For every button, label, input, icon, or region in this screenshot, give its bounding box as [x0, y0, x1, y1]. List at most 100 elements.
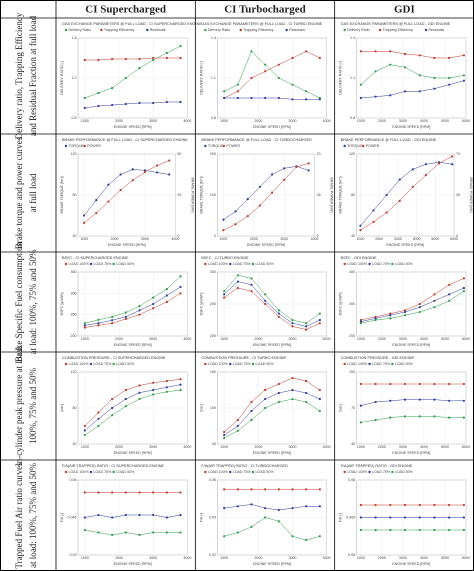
data-point — [448, 56, 451, 60]
data-point — [131, 179, 134, 182]
data-point — [418, 306, 421, 309]
data-point — [359, 96, 362, 100]
x-axis-label: ENGINE SPEED [RPM] — [114, 343, 152, 347]
data-point — [236, 429, 239, 432]
data-point — [223, 436, 226, 440]
data-point — [389, 399, 392, 402]
data-point — [165, 379, 168, 383]
data-point — [250, 76, 253, 80]
data-point — [165, 287, 168, 291]
legend-marker — [229, 262, 232, 266]
chart-title: COMBUSTION PRESSURE - CI SUPERCHARGED EN… — [62, 356, 166, 360]
data-point — [236, 505, 239, 508]
y-axis-label: BRAKE TORQUE [Nm] — [339, 176, 343, 213]
data-point — [97, 411, 100, 414]
data-point — [155, 164, 159, 167]
x-tick-label: 2000 — [378, 337, 386, 341]
data-point — [124, 405, 127, 408]
data-point — [291, 322, 294, 325]
data-point — [223, 507, 226, 510]
data-point — [448, 382, 451, 386]
data-point — [236, 90, 239, 93]
series-line — [224, 50, 320, 99]
legend-label: Trapping Efficiency — [243, 28, 274, 32]
data-point — [448, 299, 451, 302]
data-point — [165, 51, 168, 55]
data-point — [374, 95, 377, 98]
data-point — [359, 318, 362, 322]
data-point — [277, 315, 280, 318]
data-point — [264, 397, 267, 401]
y2-tick-label: 35 — [317, 193, 321, 197]
data-point — [223, 296, 226, 299]
data-point — [359, 382, 362, 386]
y-tick-label: 120 — [71, 370, 77, 374]
y2-tick-label: 0 — [317, 234, 319, 238]
data-point — [83, 491, 86, 494]
data-point — [179, 491, 182, 494]
chart-title: F/A(AIR TRAPPED) RATIO - CI SUPERCHARGED… — [62, 464, 164, 468]
data-point — [250, 290, 253, 293]
series-line — [84, 529, 181, 536]
data-point — [359, 83, 362, 86]
data-point — [258, 204, 262, 207]
data-point — [179, 44, 182, 48]
y-axis-label: [bar] — [339, 404, 343, 411]
data-point — [374, 400, 377, 404]
y-tick-label: 0.8 — [72, 116, 77, 120]
data-point — [291, 83, 294, 86]
x-tick-label: 4000 — [413, 237, 421, 241]
legend-marker — [112, 362, 115, 366]
x-tick-label: 4000 — [323, 556, 331, 560]
legend-label: Trapping Efficiency — [383, 28, 414, 32]
data-point — [223, 290, 226, 293]
legend-label: Residuals — [150, 28, 166, 32]
data-point — [403, 398, 407, 401]
data-point — [168, 159, 171, 162]
y-axis-label: BRAKE TORQUE [Nm] — [199, 176, 203, 213]
data-point — [165, 516, 168, 519]
legend-marker — [368, 362, 371, 366]
data-point — [424, 173, 428, 177]
data-point — [264, 293, 267, 296]
x-tick-label: 4000 — [323, 337, 331, 341]
data-point — [143, 169, 147, 172]
y-tick-label: 80 — [73, 406, 77, 410]
data-point — [389, 516, 392, 519]
row-label: and Residual Fraction at full load — [28, 15, 38, 136]
data-point — [83, 322, 86, 325]
x-tick-label: 2000 — [254, 556, 262, 560]
x-axis-label: ENGINE SPEED [RPM] — [253, 125, 291, 129]
data-point — [95, 199, 98, 202]
series-line — [84, 514, 181, 518]
y-tick-label: 120 — [71, 152, 77, 156]
y-axis-label: [bar] — [199, 404, 203, 411]
data-point — [448, 293, 451, 296]
legend-label: LOAD 50% — [116, 262, 135, 266]
x-axis-label: ENGINE SPEED [RPM] — [392, 125, 430, 129]
data-point — [448, 83, 451, 86]
data-point — [138, 57, 141, 61]
data-point — [250, 418, 253, 422]
y-axis-label: [bar] — [60, 404, 64, 411]
legend-marker — [362, 144, 365, 148]
x-tick-label: 3000 — [280, 237, 288, 241]
data-point — [389, 317, 392, 320]
data-point — [374, 318, 377, 322]
legend-label: LOAD 100% — [69, 262, 90, 266]
legend-marker — [343, 262, 346, 266]
y-axis-label: BSFC [g/kWh] — [339, 293, 343, 316]
x-axis-label: ENGINE SPEED [RPM] — [392, 451, 430, 455]
data-point — [152, 58, 155, 62]
legend-label: LOAD 75% — [233, 362, 252, 366]
data-point — [277, 382, 280, 386]
data-point — [359, 224, 362, 227]
legend-marker — [229, 362, 232, 366]
legend-marker — [204, 144, 207, 148]
data-point — [222, 229, 225, 232]
x-tick-label: 2000 — [378, 119, 386, 123]
data-point — [234, 210, 237, 213]
data-point — [374, 418, 377, 422]
data-point — [250, 96, 253, 100]
data-point — [433, 293, 436, 296]
